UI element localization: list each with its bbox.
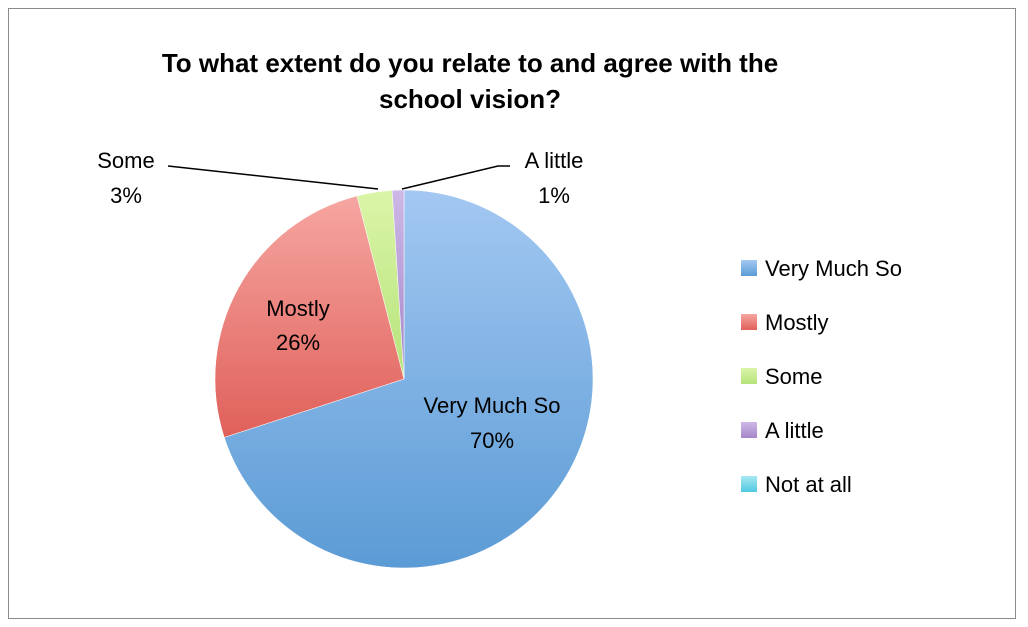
chart-legend: Very Much So Mostly Some A little Not at all	[741, 256, 902, 497]
data-label-name-mostly: Mostly	[266, 296, 330, 321]
legend-swatch-some	[741, 368, 757, 384]
chart-title-line-2: school vision?	[379, 84, 561, 114]
leader-line-some	[167, 165, 379, 190]
legend-label-not-at-all: Not at all	[765, 472, 852, 497]
pie-slices	[214, 189, 594, 569]
legend-label-a-little: A little	[765, 418, 824, 443]
data-label-percent-some: 3%	[110, 183, 142, 208]
data-label-percent-very-much-so: 70%	[470, 428, 514, 453]
legend-label-some: Some	[765, 364, 822, 389]
pie-slice-mostly	[214, 195, 405, 438]
pie-slice-very-much-so	[223, 189, 594, 569]
legend-swatch-a-little	[741, 422, 757, 438]
chart-title-line-1: To what extent do you relate to and agre…	[162, 48, 778, 78]
legend-swatch-mostly	[741, 314, 757, 330]
data-label-percent-mostly: 26%	[276, 330, 320, 355]
data-label-name-some: Some	[97, 148, 154, 173]
data-label-percent-a-little: 1%	[538, 183, 570, 208]
pie-slice-a-little	[391, 189, 405, 380]
legend-label-mostly: Mostly	[765, 310, 829, 335]
leader-line-a-little	[401, 165, 510, 190]
data-label-name-a-little: A little	[525, 148, 584, 173]
data-label-name-very-much-so: Very Much So	[424, 393, 561, 418]
legend-label-very-much-so: Very Much So	[765, 256, 902, 281]
legend-swatch-very-much-so	[741, 260, 757, 276]
legend-swatch-not-at-all	[741, 476, 757, 492]
